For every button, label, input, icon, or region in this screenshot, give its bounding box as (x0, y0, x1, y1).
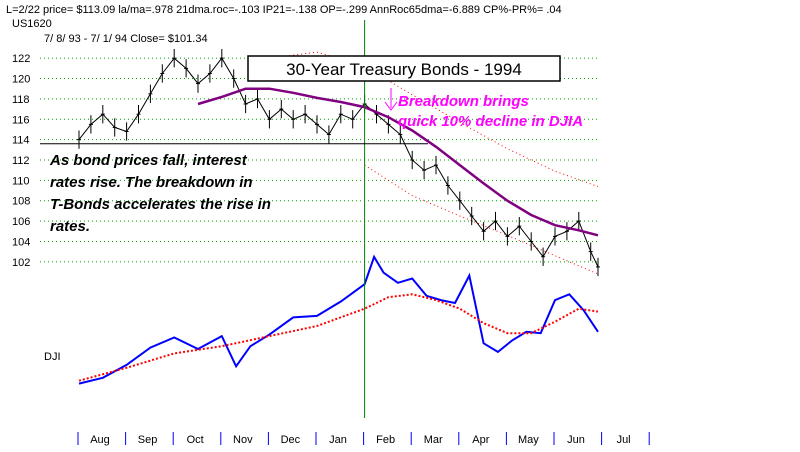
moving-average-line (197, 87, 599, 237)
explain-annotation-line1: As bond prices fall, interest (49, 152, 248, 169)
y-tick-label: 116 (12, 114, 30, 126)
breakdown-annotation-line1: Breakdown brings (398, 93, 529, 110)
x-tick-label: Dec (281, 434, 301, 446)
price-series-line (78, 57, 599, 268)
header-symbol: US1620 (12, 18, 52, 30)
y-tick-label: 114 (12, 135, 30, 147)
x-tick-label: May (518, 434, 539, 446)
x-tick-label: Oct (187, 434, 204, 446)
y-tick-label: 112 (12, 155, 30, 167)
y-tick-label: 104 (12, 236, 30, 248)
header-stats: L=2/22 price= $113.09 la/ma=.978 21dma.r… (6, 4, 562, 16)
dji-label: DJI (44, 351, 61, 363)
y-tick-label: 108 (12, 196, 30, 208)
month-axis: Aug Sep Oct Nov Dec Jan Feb Mar Apr May Jun Jul (77, 432, 650, 446)
x-tick-label: Jun (567, 434, 585, 446)
x-tick-label: Jan (329, 434, 347, 446)
price-gridlines (40, 57, 598, 263)
x-tick-label: Aug (90, 434, 110, 446)
price-axis: 102 104 106 108 110 112 114 116 118 120 122 (12, 53, 30, 269)
x-tick-label: Feb (376, 434, 395, 446)
y-tick-label: 120 (12, 74, 30, 86)
explain-annotation-line2: rates rise. The breakdown in (50, 174, 253, 191)
x-tick-label: Apr (472, 434, 489, 446)
moving-average (197, 87, 599, 237)
annotation-arrow-head (384, 101, 398, 111)
chart-title: 30-Year Treasury Bonds - 1994 (286, 60, 522, 79)
y-tick-label: 106 (12, 216, 30, 228)
breakdown-annotation-line2: quick 10% decline in DJIA (398, 113, 583, 130)
x-tick-label: Sep (138, 434, 158, 446)
x-tick-label: Jul (617, 434, 631, 446)
header-range: 7/ 8/ 93 - 7/ 1/ 94 Close= $101.34 (44, 33, 208, 45)
x-tick-label: Nov (233, 434, 253, 446)
y-tick-label: 102 (12, 257, 30, 269)
markers (40, 20, 428, 418)
y-tick-label: 110 (12, 175, 30, 187)
y-tick-label: 122 (12, 53, 30, 65)
band-line (269, 51, 599, 187)
y-tick-label: 118 (12, 94, 30, 106)
dji-panel (78, 254, 599, 385)
explain-annotation-line3: T-Bonds accelerates the rise in (50, 196, 271, 213)
bands (269, 51, 599, 275)
dji-line (78, 254, 599, 385)
x-tick-label: Mar (424, 434, 443, 446)
dji-moving-average (78, 293, 599, 382)
explain-annotation-line4: rates. (50, 218, 90, 235)
chart-title-box (247, 55, 561, 82)
